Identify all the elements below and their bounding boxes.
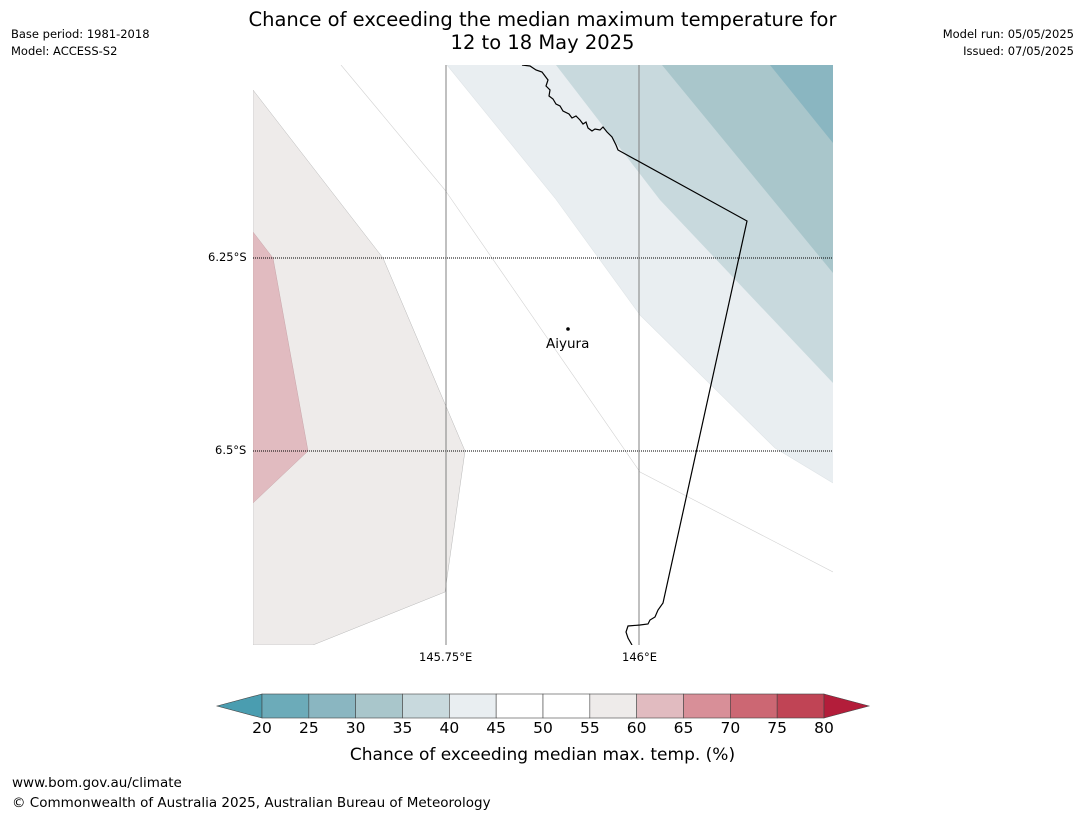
colorbar-tick-label: 50	[533, 719, 553, 737]
colorbar-cell	[449, 693, 497, 719]
colorbar-tick-label: 55	[579, 719, 600, 737]
colorbar-extend-high	[823, 693, 871, 719]
colorbar-cell	[776, 693, 825, 719]
lat-label-6.5: 6.5°S	[215, 443, 247, 457]
colorbar-tick-label: 45	[486, 719, 507, 737]
model-text: Model: ACCESS-S2	[11, 44, 118, 58]
coastline-border	[521, 65, 748, 645]
colorbar-cell	[636, 693, 684, 719]
footer-copyright: © Commonwealth of Australia 2025, Austra…	[12, 795, 491, 811]
footer-url: www.bom.gov.au/climate	[12, 775, 182, 791]
lat-label-6.25: 6.25°S	[208, 250, 247, 264]
map-title: Chance of exceeding the median maximum t…	[0, 8, 1085, 54]
colorbar-tick-label: 70	[720, 719, 741, 737]
aiyura-marker	[566, 327, 570, 331]
colorbar-cell	[683, 693, 731, 719]
probability-band-30-35	[662, 65, 833, 273]
lon-label-146: 146°E	[622, 650, 657, 664]
colorbar-title: Chance of exceeding median max. temp. (%…	[349, 745, 736, 765]
colorbar-tick-label: 20	[252, 719, 272, 737]
base-period-text: Base period: 1981-2018	[11, 27, 150, 41]
contour-line-west	[340, 65, 833, 573]
colorbar-tick-label: 40	[439, 719, 460, 737]
metadata-left: Base period: 1981-2018 Model: ACCESS-S2	[11, 26, 150, 60]
probability-band-25-30	[770, 65, 833, 143]
colorbar-tick-label: 75	[767, 719, 788, 737]
colorbar-cells	[261, 693, 825, 719]
colorbar-tick-label: 80	[814, 719, 834, 737]
contour-line-east	[446, 65, 833, 484]
colorbar-cell	[730, 693, 778, 719]
metadata-right: Model run: 05/05/2025 Issued: 07/05/2025	[943, 26, 1074, 60]
model-run-text: Model run: 05/05/2025	[942, 27, 1074, 41]
issued-text: Issued: 07/05/2025	[963, 44, 1074, 58]
map-frame	[253, 65, 833, 645]
aiyura-label: Aiyura	[546, 336, 590, 352]
colorbar-cell	[308, 693, 356, 719]
colorbar-cell	[542, 693, 591, 719]
colorbar	[215, 693, 871, 719]
colorbar-extend-low	[215, 693, 263, 719]
colorbar-cell	[589, 693, 637, 719]
colorbar-tick-label: 35	[392, 719, 413, 737]
colorbar-tick-label: 30	[345, 719, 366, 737]
colorbar-cell	[402, 693, 450, 719]
title-line-1: Chance of exceeding the median maximum t…	[248, 8, 837, 31]
title-line-2: 12 to 18 May 2025	[450, 31, 635, 54]
colorbar-tick-label: 60	[626, 719, 647, 737]
colorbar-cell	[261, 693, 310, 719]
colorbar-tick-label: 25	[298, 719, 319, 737]
lon-label-145.75: 145.75°E	[419, 650, 473, 664]
colorbar-cell	[355, 693, 403, 719]
colorbar-tick-label: 65	[673, 719, 694, 737]
colorbar-cell	[495, 693, 544, 719]
